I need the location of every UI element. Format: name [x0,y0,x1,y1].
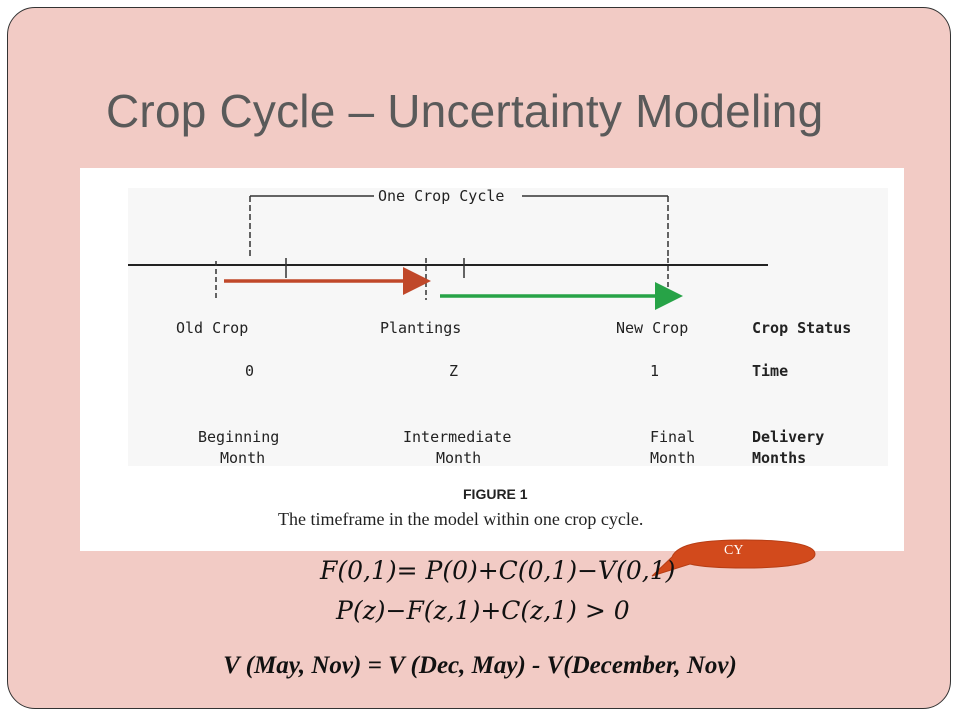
figure-caption-text: The timeframe in the model within one cr… [278,509,643,529]
scan-area [128,188,888,466]
crop-cycle-figure: One Crop Cycle Old Crop Plantings New Cr… [80,168,904,551]
slide-title: Crop Cycle – Uncertainty Modeling [106,85,824,137]
figure-caption-title: FIGURE 1 [463,486,528,502]
intermediate-label-line1: Intermediate [403,428,511,446]
delivery-heading-line2: Months [752,449,806,467]
label-crop-status: Crop Status [752,319,851,337]
time-one: 1 [650,362,659,380]
crop-cycle-diagram: One Crop Cycle Old Crop Plantings New Cr… [128,187,888,529]
label-time: Time [752,362,788,380]
beginning-label-line2: Month [220,449,265,467]
cycle-bracket [249,195,669,258]
label-old-crop: Old Crop [176,319,248,337]
cy-callout-label: CY [724,543,744,558]
value-relation-text: V (May, Nov) = V (Dec, May) - V(December… [223,652,737,679]
time-z: Z [449,362,458,380]
label-new-crop: New Crop [616,319,688,337]
time-zero: 0 [245,362,254,380]
final-label-line2: Month [650,449,695,467]
beginning-label-line1: Beginning [198,428,279,446]
cy-callout [651,539,816,577]
final-label-line1: Final [650,428,695,446]
delivery-heading-line1: Delivery [752,428,824,446]
equation-inequality: P(z)−F(z,1)+C(z,1) > 0 [336,596,630,625]
cycle-label: One Crop Cycle [378,187,504,205]
equation-forward-price: F(0,1)= P(0)+C(0,1)−V(0,1) [320,556,676,585]
label-plantings: Plantings [380,319,461,337]
intermediate-label-line2: Month [436,449,481,467]
